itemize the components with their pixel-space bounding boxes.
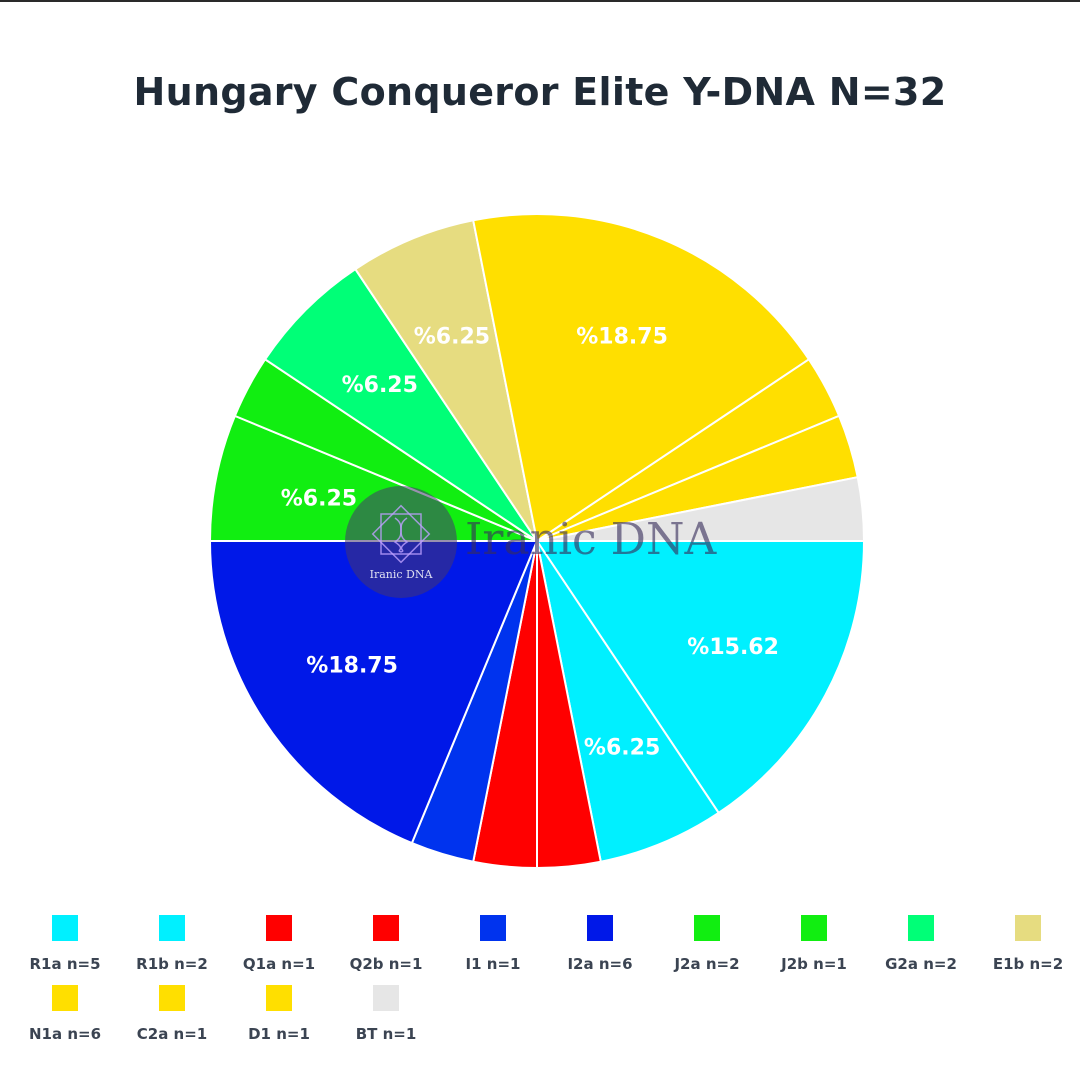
legend-swatch bbox=[159, 915, 185, 941]
legend-swatch bbox=[587, 915, 613, 941]
legend-label: D1 n=1 bbox=[248, 1025, 310, 1043]
legend-item: Q1a n=1 bbox=[224, 915, 334, 973]
pie-slice-j2a bbox=[208, 414, 538, 542]
legend-label: E1b n=2 bbox=[992, 955, 1064, 973]
legend-swatch bbox=[480, 915, 506, 941]
watermark: Iranic DNA Iranic DNA bbox=[345, 486, 745, 598]
pie-data-label: %6.25 bbox=[414, 325, 490, 350]
legend-label: C2a n=1 bbox=[136, 1025, 208, 1043]
watermark-large-text: Iranic DNA bbox=[465, 514, 717, 565]
pie-data-label: %18.75 bbox=[306, 654, 398, 679]
legend-swatch bbox=[266, 915, 292, 941]
pie-slice-bt bbox=[536, 476, 866, 542]
legend-item: I2a n=6 bbox=[545, 915, 655, 973]
legend-item: D1 n=1 bbox=[224, 985, 334, 1043]
legend-label: I2a n=6 bbox=[567, 955, 633, 973]
legend-swatch bbox=[52, 985, 78, 1011]
legend-label: J2a n=2 bbox=[674, 955, 740, 973]
dna-emblem-icon bbox=[371, 504, 431, 564]
top-border bbox=[0, 0, 1080, 2]
pie-slice-r1a bbox=[535, 540, 866, 815]
legend-swatch bbox=[373, 985, 399, 1011]
pie-slice-n1a bbox=[472, 213, 811, 543]
chart-title: Hungary Conqueror Elite Y-DNA N=32 bbox=[133, 70, 947, 114]
legend-item: Q2b n=1 bbox=[331, 915, 441, 973]
legend-label: G2a n=2 bbox=[885, 955, 957, 973]
pie-slice-r1b bbox=[536, 540, 721, 863]
pie-slice-e1b bbox=[353, 219, 538, 542]
legend-item: E1b n=2 bbox=[973, 915, 1080, 973]
legend-label: Q1a n=1 bbox=[242, 955, 316, 973]
pie-data-label: %6.25 bbox=[584, 735, 660, 760]
legend-label: BT n=1 bbox=[355, 1025, 417, 1043]
legend-label: I1 n=1 bbox=[465, 955, 521, 973]
legend-item: G2a n=2 bbox=[866, 915, 976, 973]
legend-label: R1b n=2 bbox=[136, 955, 208, 973]
watermark-small-text: Iranic DNA bbox=[369, 568, 433, 581]
legend-item: N1a n=6 bbox=[10, 985, 120, 1043]
legend-item: J2a n=2 bbox=[652, 915, 762, 973]
legend-item: C2a n=1 bbox=[117, 985, 227, 1043]
legend-label: Q2b n=1 bbox=[349, 955, 423, 973]
legend-swatch bbox=[159, 985, 185, 1011]
legend-swatch bbox=[373, 915, 399, 941]
pie-slice-g2a bbox=[263, 267, 538, 542]
legend-label: N1a n=6 bbox=[28, 1025, 102, 1043]
legend-swatch bbox=[694, 915, 720, 941]
legend-swatch bbox=[1015, 915, 1041, 941]
legend-item: J2b n=1 bbox=[759, 915, 869, 973]
legend-item: I1 n=1 bbox=[438, 915, 548, 973]
legend-swatch bbox=[266, 985, 292, 1011]
pie-slice-i2a bbox=[208, 540, 539, 845]
legend-item: R1a n=5 bbox=[10, 915, 120, 973]
legend-swatch bbox=[52, 915, 78, 941]
legend-label: R1a n=5 bbox=[29, 955, 101, 973]
legend-item: BT n=1 bbox=[331, 985, 441, 1043]
legend-swatch bbox=[801, 915, 827, 941]
pie-data-label: %6.25 bbox=[281, 487, 357, 512]
pie-data-label: %18.75 bbox=[576, 325, 668, 350]
legend-label: J2b n=1 bbox=[781, 955, 847, 973]
pie-data-label: %6.25 bbox=[342, 373, 418, 398]
pie-data-label: %15.62 bbox=[687, 635, 779, 660]
legend-item: R1b n=2 bbox=[117, 915, 227, 973]
legend-swatch bbox=[908, 915, 934, 941]
